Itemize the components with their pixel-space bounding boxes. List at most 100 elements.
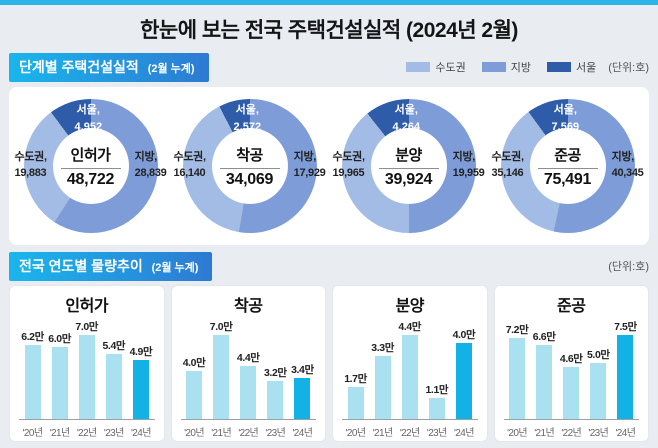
bar-'23년 [105,354,122,419]
donut-capital-value: 35,146 [491,167,524,179]
x-axis-label: '24년 [131,428,151,439]
donut-province-label: 지방, 19,959 [453,150,485,182]
bar-x-axis-labels: '20년 '21년 '22년 '23년 '24년 [342,424,478,439]
bar-'23년 [428,398,445,419]
donut-capital-value: 19,965 [332,167,365,179]
section2-header-subtext: (2월 누계) [151,261,199,274]
x-axis-label: '21년 [211,428,232,439]
bar-value-label: 4.0만 [452,329,476,341]
bar-plot-area: 4.0만 7.0만 4.4만 3.2만 3.4만 [180,316,316,420]
donut-divider [60,167,121,169]
bar-value-label: 4.6만 [559,353,583,365]
bar-column-'23년: 3.2만 [262,365,289,419]
bar-value-label: 7.2만 [505,324,529,336]
bar-column-'20년: 1.7만 [342,371,369,419]
x-axis-label: '22년 [238,428,259,439]
donut-legend: 수도권 지방 서울 [406,59,596,75]
bar-value-label: 7.5만 [614,321,637,333]
bar-column-'22년: 4.4만 [235,350,262,419]
bar-column-'21년: 6.0만 [46,331,73,419]
bar-chart-title: 착공 [234,298,263,315]
section1-header-subtext: (2월 누계) [147,62,195,75]
donut-province-name: 지방, [452,151,476,164]
bar-value-label: 6.2만 [21,331,44,343]
donut-cell-준공: 서울, 7,569 준공 75,491 수도권, 35,146 지방, 40,345 [489,91,647,241]
donut-divider [378,167,439,169]
bar-column-'24년: 7.5만 [612,319,639,419]
donut-seoul-value: 4,264 [392,120,421,133]
bar-column-'22년: 4.4만 [396,319,423,419]
bar-panel-준공: 준공 7.2만 6.6만 4.6만 5.0만 7.5만 '20년 '21년 '22년 '23년 '2… [493,285,649,442]
donut-divider [537,167,598,169]
x-axis-label: '20년 [345,428,366,439]
donut-province-value: 19,959 [452,167,485,179]
bar-'22년 [401,335,418,419]
x-axis-label: '24년 [454,428,474,439]
bar-column-'21년: 7.0만 [208,319,235,419]
bar-column-'22년: 4.6만 [558,351,585,419]
bar-value-label: 3.3만 [371,342,394,354]
bar-column-'21년: 3.3만 [369,340,396,419]
donut-seoul-label: 서울, 2,572 [234,102,262,135]
bar-value-label: 3.4만 [291,364,314,376]
top-accent-strip [0,0,658,5]
bar-value-label: 7.0만 [75,321,99,333]
x-axis-label: '20년 [184,428,204,439]
bar-value-label: 4.9만 [129,346,153,358]
legend-label-2: 지방 [510,62,531,74]
x-axis-label: '22년 [76,428,97,439]
bar-'21년 [213,335,230,419]
donut-cell-착공: 서울, 2,572 착공 34,069 수도권, 16,140 지방, 17,929 [171,91,329,241]
donut-seoul-value: 7,569 [551,120,580,133]
donut-seoul-name: 서울, [553,104,577,116]
bar-value-label: 4.4만 [236,352,260,364]
bar-chart-title: 준공 [557,298,586,315]
x-axis-label: '24년 [292,428,313,439]
bar-column-'23년: 5.0만 [585,347,612,419]
bar-'22년 [78,335,95,419]
x-axis-label: '21년 [372,428,393,439]
x-axis-label: '21년 [534,428,555,439]
donut-seoul-name: 서울, [235,104,259,116]
donut-capital-value: 19,883 [14,167,47,179]
donut-capital-label: 수도권, 19,883 [14,150,48,182]
bar-column-'20년: 7.2만 [504,322,531,419]
legend-swatch-1 [406,62,431,72]
donut-title: 착공 [236,146,263,164]
donut-province-label: 지방, 28,839 [135,150,167,182]
bar-panel-인허가: 인허가 6.2만 6.0만 7.0만 5.4만 4.9만 '20년 '21년 '22년 '23년 '… [9,285,165,442]
section1-header-text: 단계별 주택건설실적 [19,58,139,75]
donut-center: 착공 34,069 [211,128,288,204]
donut-capital-name: 수도권, [332,151,366,164]
section1-header-banner: 단계별 주택건설실적 (2월 누계) [9,52,209,82]
donut-capital-label: 수도권, 16,140 [174,150,207,182]
x-axis-label: '21년 [49,428,70,439]
donut-center: 인허가 48,722 [52,128,129,204]
bar-column-'21년: 6.6만 [531,329,558,419]
donut-province-name: 지방, [611,151,635,164]
donut-province-value: 40,345 [611,167,644,179]
bar-'20년 [509,338,526,419]
bar-column-'23년: 5.4만 [100,338,127,419]
bar-value-label: 1.7만 [344,373,367,385]
legend-label-3: 서울 [576,62,597,74]
x-axis-label: '24년 [615,428,636,439]
bar-column-'20년: 4.0만 [181,355,208,419]
donut-capital-name: 수도권, [14,151,48,164]
donut-chart-분양: 서울, 4,264 분양 39,924 [341,99,476,233]
donut-charts-panel: 서울, 4,952 인허가 48,722 수도권, 19,883 지방, 28,839 서울, 2… [9,87,649,245]
bar-'24년 [294,378,311,419]
donut-capital-label: 수도권, 19,965 [332,150,366,182]
page-title: 한눈에 보는 전국 주택건설실적 (2024년 2월) [140,19,518,42]
donut-title: 준공 [554,146,581,164]
donut-cell-인허가: 서울, 4,952 인허가 48,722 수도권, 19,883 지방, 28,839 [12,91,170,241]
bar-'24년 [132,360,149,419]
donut-total-value: 34,069 [225,170,274,188]
donut-total-value: 48,722 [66,170,115,188]
donut-chart-준공: 서울, 7,569 준공 75,491 [500,99,635,233]
donut-seoul-value: 2,572 [233,120,262,133]
bar-value-label: 4.4만 [398,321,422,333]
donut-center: 분양 39,924 [370,128,447,204]
bar-panel-분양: 분양 1.7만 3.3만 4.4만 1.1만 4.0만 '20년 '21년 '22년 '23년 '2… [332,285,488,442]
donut-total-value: 39,924 [384,170,433,188]
